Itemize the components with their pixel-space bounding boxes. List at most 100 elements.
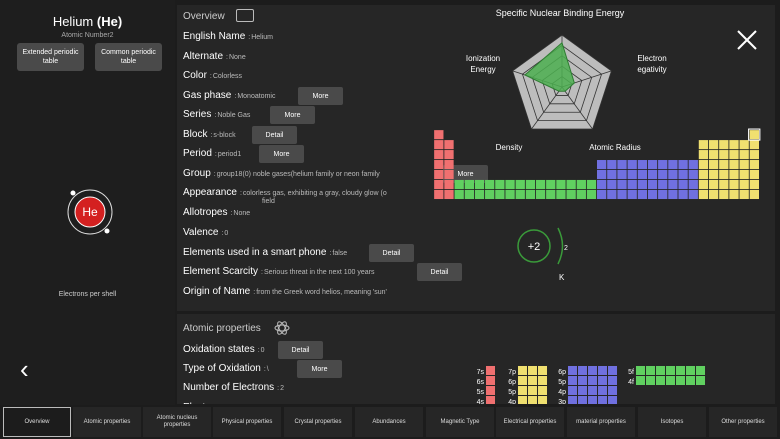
- element-cell: [607, 160, 617, 170]
- element-cell: [586, 179, 597, 190]
- row-separator: :: [210, 132, 213, 139]
- element-cell: [729, 140, 739, 150]
- orbital-label: 6p: [558, 369, 566, 376]
- element-cell: [708, 169, 719, 180]
- row-separator: :: [226, 54, 228, 61]
- row-label: Color: [183, 70, 207, 81]
- row-label: Allotropes: [183, 207, 228, 218]
- tab-other-properties[interactable]: Other properties: [709, 407, 777, 437]
- overview-title: Overview: [183, 11, 225, 22]
- row-value: colorless gas, exhibiting a gray, cloudy…: [242, 190, 387, 197]
- row-value: Helium: [251, 34, 274, 41]
- close-icon[interactable]: [736, 29, 758, 51]
- element-cell: [739, 150, 749, 160]
- element-cell: [434, 169, 444, 180]
- element-cell: [474, 179, 485, 190]
- element-cell: [688, 160, 698, 170]
- element-cell: [434, 189, 444, 200]
- radar-chart: [512, 34, 612, 130]
- shell-charge: +2: [528, 241, 541, 253]
- element-cell: [647, 189, 658, 200]
- atomic-property-row: Oxidation states:0: [183, 344, 265, 355]
- tab-overview[interactable]: Overview: [3, 407, 71, 437]
- extended-periodic-table-button[interactable]: Extended periodic table: [17, 43, 84, 71]
- orbital-box: [528, 396, 537, 404]
- tab-physical-properties[interactable]: Physical properties: [213, 407, 281, 437]
- element-cell: [749, 189, 759, 200]
- orbital-box: [528, 366, 537, 375]
- tab-atomic-nucleus-properties[interactable]: Atomic nucleus properties: [143, 407, 211, 437]
- tab-electrical-properties[interactable]: Electrical properties: [496, 407, 564, 437]
- monitor-icon: [236, 9, 254, 22]
- tab-abundances[interactable]: Abundances: [355, 407, 423, 437]
- common-periodic-table-button[interactable]: Common periodic table: [95, 43, 162, 71]
- element-cell: [444, 169, 454, 180]
- row-label: Number of Electrons: [183, 382, 275, 393]
- tab-crystal-properties[interactable]: Crystal properties: [284, 407, 352, 437]
- overview-row: English Name:Helium: [183, 31, 273, 42]
- row-value: Noble Gas: [217, 112, 251, 119]
- element-cell: [708, 150, 719, 160]
- element-cell: [597, 160, 607, 170]
- element-cell: [719, 179, 729, 190]
- overview-row: Origin of Name:from the Greek word helio…: [183, 286, 387, 297]
- detail-button[interactable]: Detail: [278, 341, 323, 359]
- orbital-box: [646, 366, 655, 375]
- orbital-box: [608, 386, 617, 395]
- orbital-label: 7p: [508, 369, 516, 376]
- element-cell: [586, 189, 597, 200]
- element-cell: [678, 179, 688, 190]
- element-cell: [485, 179, 495, 190]
- overview-row: Series:Noble Gas: [183, 109, 250, 120]
- tab-isotopes[interactable]: Isotopes: [638, 407, 706, 437]
- orbital-box: [538, 386, 547, 395]
- radar-grid-ring: [521, 44, 603, 122]
- element-cell: [444, 150, 454, 160]
- orbital-label: 6s: [477, 379, 485, 386]
- more-button[interactable]: More: [297, 360, 342, 378]
- orbital-box: [646, 376, 655, 385]
- detail-button[interactable]: Detail: [252, 126, 297, 144]
- row-value: Monoatomic: [237, 93, 276, 100]
- previous-arrow-icon[interactable]: ‹: [20, 354, 29, 384]
- element-cell: [719, 189, 729, 200]
- more-button[interactable]: More: [298, 87, 343, 105]
- row-separator: :: [213, 171, 216, 178]
- nucleus: [74, 196, 106, 228]
- more-button[interactable]: More: [259, 145, 304, 163]
- overview-row: Valence:0: [183, 227, 228, 238]
- orbital-box: [656, 376, 665, 385]
- orbital-box: [578, 386, 587, 395]
- tab-magnetic-type[interactable]: Magnetic Type: [426, 407, 494, 437]
- element-cell: [729, 179, 739, 190]
- more-button[interactable]: More: [270, 106, 315, 124]
- element-cell: [739, 189, 749, 200]
- radar-label-ionization: Ionization Energy: [465, 54, 501, 74]
- tab-atomic-properties[interactable]: Atomic properties: [73, 407, 141, 437]
- orbital-box: [636, 376, 645, 385]
- element-cell: [658, 169, 668, 180]
- orbital-box: [666, 366, 675, 375]
- overview-row: Color:Colorless: [183, 70, 242, 81]
- element-cell: [434, 140, 444, 150]
- row-separator: :: [221, 230, 224, 237]
- element-cell: [658, 179, 668, 190]
- orbital-label: 5p: [508, 389, 516, 396]
- element-cell: [708, 179, 719, 190]
- orbital-box: [588, 376, 597, 385]
- overview-row: Allotropes:None: [183, 207, 250, 218]
- element-cell: [597, 189, 607, 200]
- tab-material-properties[interactable]: material properties: [567, 407, 635, 437]
- detail-button[interactable]: Detail: [417, 263, 462, 281]
- more-button[interactable]: More: [443, 165, 488, 183]
- element-cell: [668, 189, 678, 200]
- row-label: Valence: [183, 227, 219, 238]
- row-separator: :: [214, 112, 217, 119]
- row-value: 0: [224, 230, 229, 237]
- element-cell: [607, 169, 617, 180]
- row-value: \: [266, 366, 269, 373]
- orbital-box: [686, 376, 695, 385]
- row-label: Origin of Name: [183, 286, 251, 297]
- orbital-box: [686, 366, 695, 375]
- detail-button[interactable]: Detail: [369, 244, 414, 262]
